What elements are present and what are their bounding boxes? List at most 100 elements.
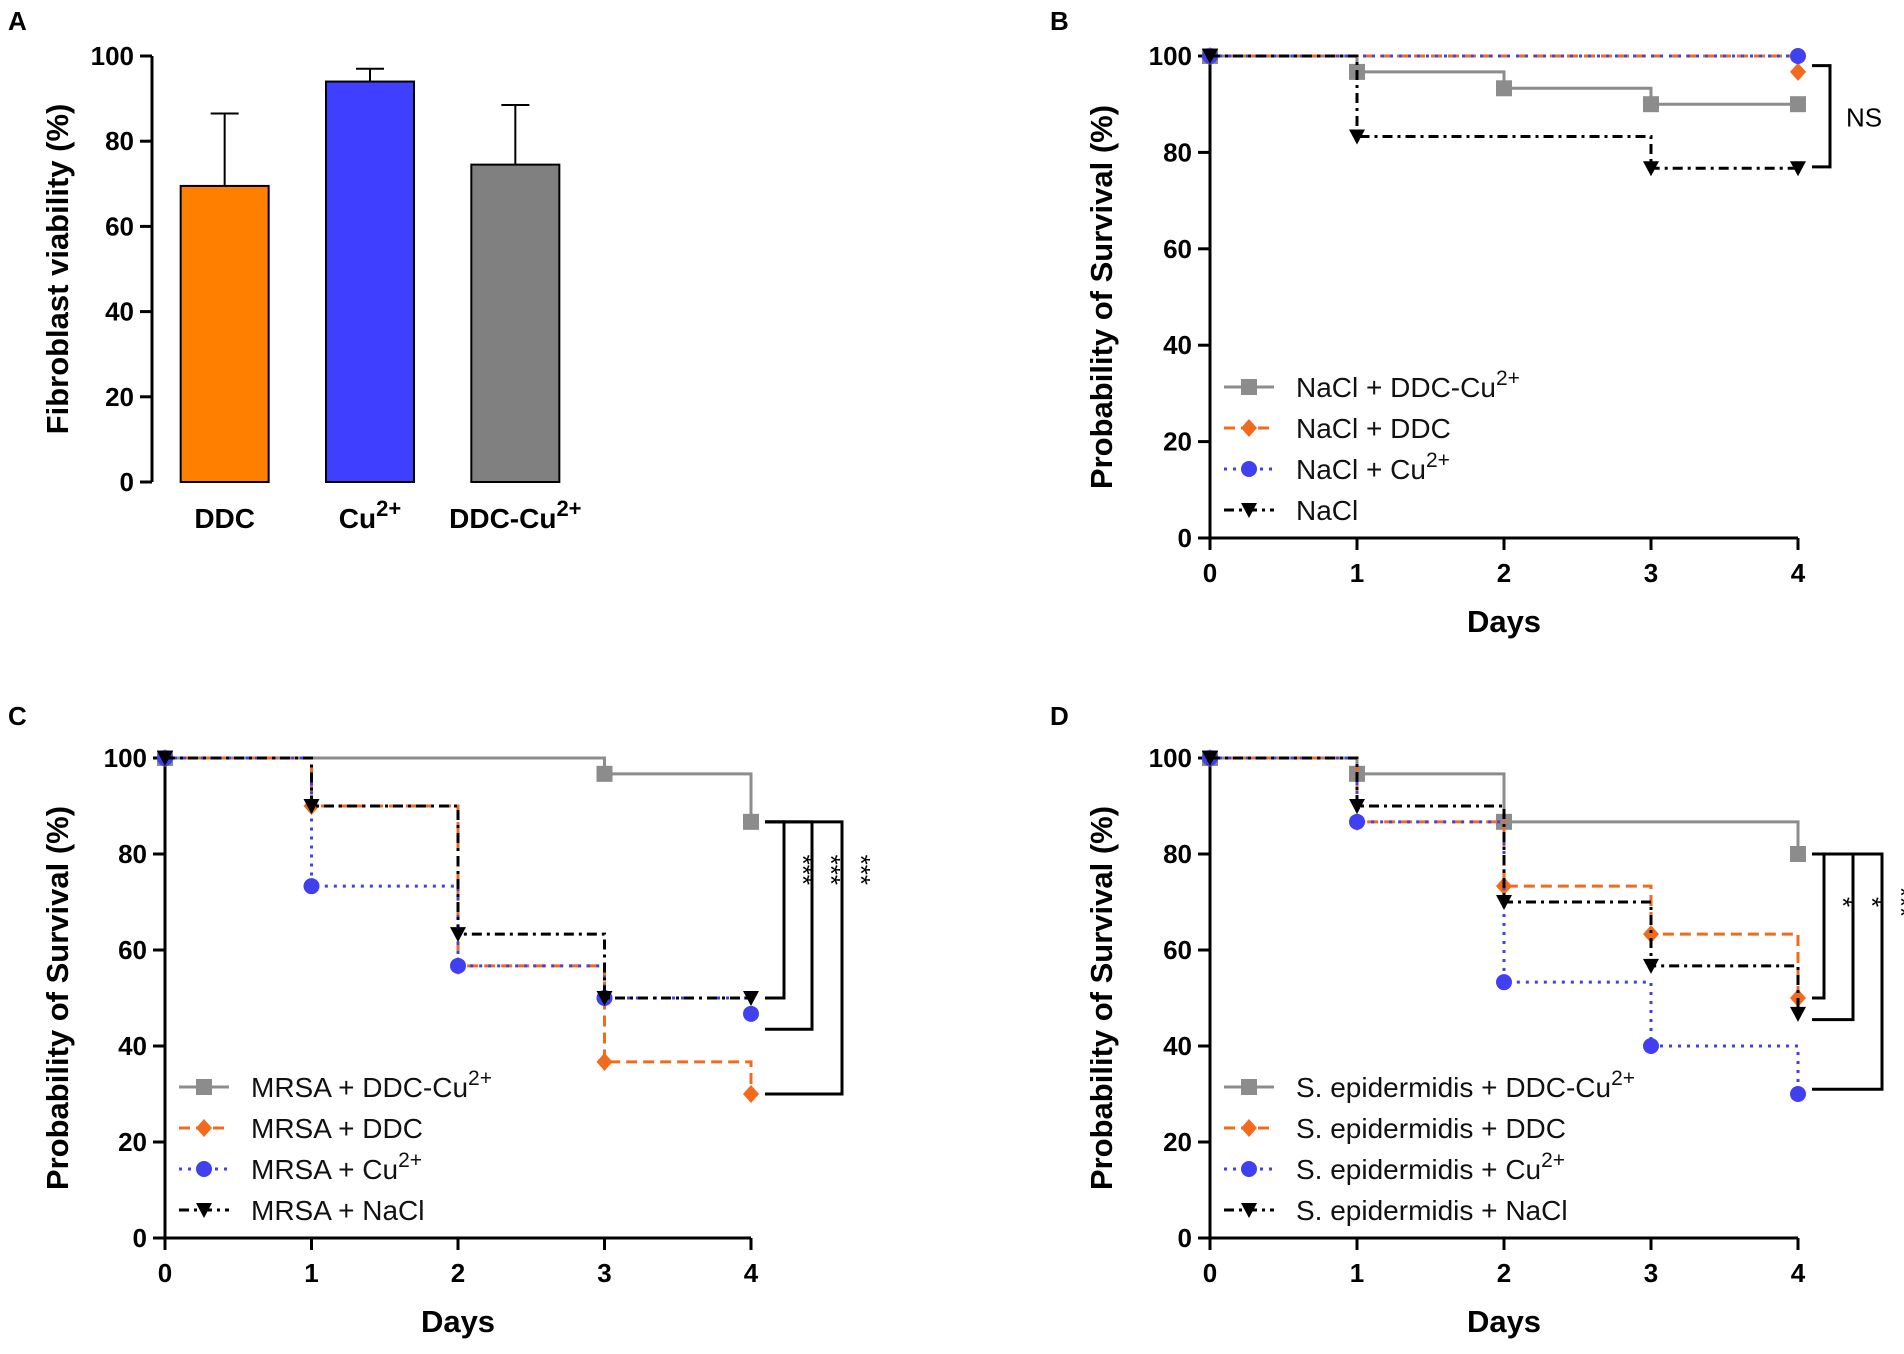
data-point-marker xyxy=(1790,161,1806,177)
legend: MRSA + DDC-Cu2+ MRSA + DDC MRSA + Cu2+ MRSA… xyxy=(179,1067,492,1226)
panel-d-survival-curve: D 0 20 40 60 80 100 0 1 2 3 4 Days Probability of Sur… xyxy=(1050,701,1904,1339)
legend-marker xyxy=(1241,503,1257,518)
x-tick-label: 2 xyxy=(1497,1258,1511,1288)
bar xyxy=(470,163,561,483)
data-point-marker xyxy=(1202,751,1218,766)
legend-label: S. epidermidis + Cu2+ xyxy=(1296,1149,1565,1185)
significance-bracket xyxy=(1812,64,1832,169)
significance-bracket xyxy=(765,820,844,1096)
y-tick-label: 80 xyxy=(1163,137,1192,167)
data-point-marker xyxy=(1349,799,1365,814)
legend-label: MRSA + DDC xyxy=(251,1113,423,1144)
y-tick-label: 60 xyxy=(118,935,147,965)
y-tick-label: 40 xyxy=(1163,330,1192,360)
data-point-marker xyxy=(1496,80,1512,97)
y-tick-label: 20 xyxy=(1163,1127,1192,1157)
y-tick-label: 100 xyxy=(1149,743,1192,773)
data-point-marker xyxy=(1496,895,1512,910)
legend-label: NaCl + Cu2+ xyxy=(1296,449,1450,485)
x-tick-label: 2 xyxy=(1497,558,1511,588)
panel-letter: A xyxy=(8,6,27,36)
y-axis-title: Probability of Survival (%) xyxy=(1084,105,1119,489)
legend-label: NaCl + DDC-Cu2+ xyxy=(1296,367,1520,403)
data-point-marker xyxy=(1790,1086,1806,1102)
x-tick-label: 4 xyxy=(744,1258,759,1288)
legend: NaCl + DDC-Cu2+ NaCl + DDC NaCl + Cu2+ NaCl xyxy=(1224,367,1520,526)
y-tick-label: 80 xyxy=(1163,839,1192,869)
y-tick-label: 100 xyxy=(1149,41,1192,71)
data-point-marker xyxy=(743,813,759,830)
x-tick-label: 1 xyxy=(304,1258,318,1288)
panel-letter: D xyxy=(1050,701,1069,731)
x-tick-label: 0 xyxy=(158,1258,172,1288)
significance-label: *** xyxy=(846,855,876,885)
legend-marker xyxy=(1241,461,1257,477)
y-tick-label: 60 xyxy=(1163,234,1192,264)
legend-marker xyxy=(196,1079,212,1095)
significance-label: * xyxy=(1857,897,1887,907)
significance-bracket xyxy=(765,820,786,1000)
x-tick-label: 3 xyxy=(1644,1258,1658,1288)
data-point-marker xyxy=(303,878,320,895)
data-point-marker xyxy=(1790,1006,1806,1022)
data-point-marker xyxy=(596,991,613,1006)
legend-label: S. epidermidis + NaCl xyxy=(1296,1195,1568,1226)
y-tick-label: 40 xyxy=(105,297,134,327)
y-tick-label: 40 xyxy=(1163,1031,1192,1061)
data-point-marker xyxy=(743,1005,759,1022)
data-point-marker xyxy=(450,927,466,943)
y-tick-label: 60 xyxy=(105,211,134,241)
x-tick-label: 1 xyxy=(1350,558,1364,588)
y-tick-label: 20 xyxy=(105,382,134,412)
data-point-marker xyxy=(1790,62,1806,81)
legend-label: S. epidermidis + DDC xyxy=(1296,1113,1566,1144)
legend-marker xyxy=(196,1203,212,1218)
data-point-marker xyxy=(303,799,320,814)
legend-marker xyxy=(1241,1119,1257,1137)
data-point-marker xyxy=(1643,925,1659,944)
x-tick-label: 2 xyxy=(451,1258,465,1288)
y-axis-title: Probability of Survival (%) xyxy=(40,806,75,1190)
series-line xyxy=(1210,756,1800,998)
panel-c-survival-curve: C 0 20 40 60 80 100 0 1 2 3 4 Days Probability of Sur… xyxy=(8,701,876,1339)
legend-label: NaCl xyxy=(1296,495,1358,526)
x-tick-label: 1 xyxy=(1350,1258,1364,1288)
bar xyxy=(179,184,270,483)
y-tick-label: 100 xyxy=(104,743,147,773)
x-category-label: DDC xyxy=(194,503,255,534)
panel-a-bar-chart: A 0 20 40 60 80 100 Fibroblast viability (%) DDC… xyxy=(8,6,582,534)
y-tick-label: 20 xyxy=(118,1127,147,1157)
y-tick-label: 60 xyxy=(1163,935,1192,965)
data-point-marker xyxy=(157,751,173,766)
x-category-label: DDC-Cu2+ xyxy=(449,496,581,534)
data-point-marker xyxy=(1349,129,1365,145)
legend-label: MRSA + NaCl xyxy=(251,1195,425,1226)
y-tick-label: 20 xyxy=(1163,427,1192,457)
panel-letter: B xyxy=(1050,6,1069,36)
significance-label: * xyxy=(1828,897,1858,907)
x-tick-label: 4 xyxy=(1791,1258,1806,1288)
panel-letter: C xyxy=(8,701,27,731)
series-line xyxy=(1210,54,1798,106)
y-tick-label: 0 xyxy=(1178,1223,1192,1253)
data-point-marker xyxy=(1202,49,1218,64)
data-point-marker xyxy=(1790,48,1806,64)
legend-marker xyxy=(1241,419,1257,437)
data-point-marker xyxy=(596,1052,613,1071)
significance-bracket xyxy=(1812,852,1855,1022)
data-point-marker xyxy=(1790,96,1806,113)
bar xyxy=(325,80,415,483)
y-tick-label: 0 xyxy=(120,467,134,497)
legend-marker xyxy=(1241,379,1257,395)
x-axis-title: Days xyxy=(1467,604,1541,639)
data-point-marker xyxy=(1643,958,1659,974)
significance-label: *** xyxy=(1886,887,1904,917)
data-point-marker xyxy=(1643,161,1659,177)
x-tick-label: 0 xyxy=(1203,1258,1217,1288)
x-tick-label: 3 xyxy=(1644,558,1658,588)
legend-label: MRSA + DDC-Cu2+ xyxy=(251,1067,492,1103)
x-tick-label: 3 xyxy=(597,1258,611,1288)
significance-bracket xyxy=(1812,852,1826,1000)
y-tick-label: 100 xyxy=(91,41,134,71)
data-point-marker xyxy=(1349,813,1365,830)
